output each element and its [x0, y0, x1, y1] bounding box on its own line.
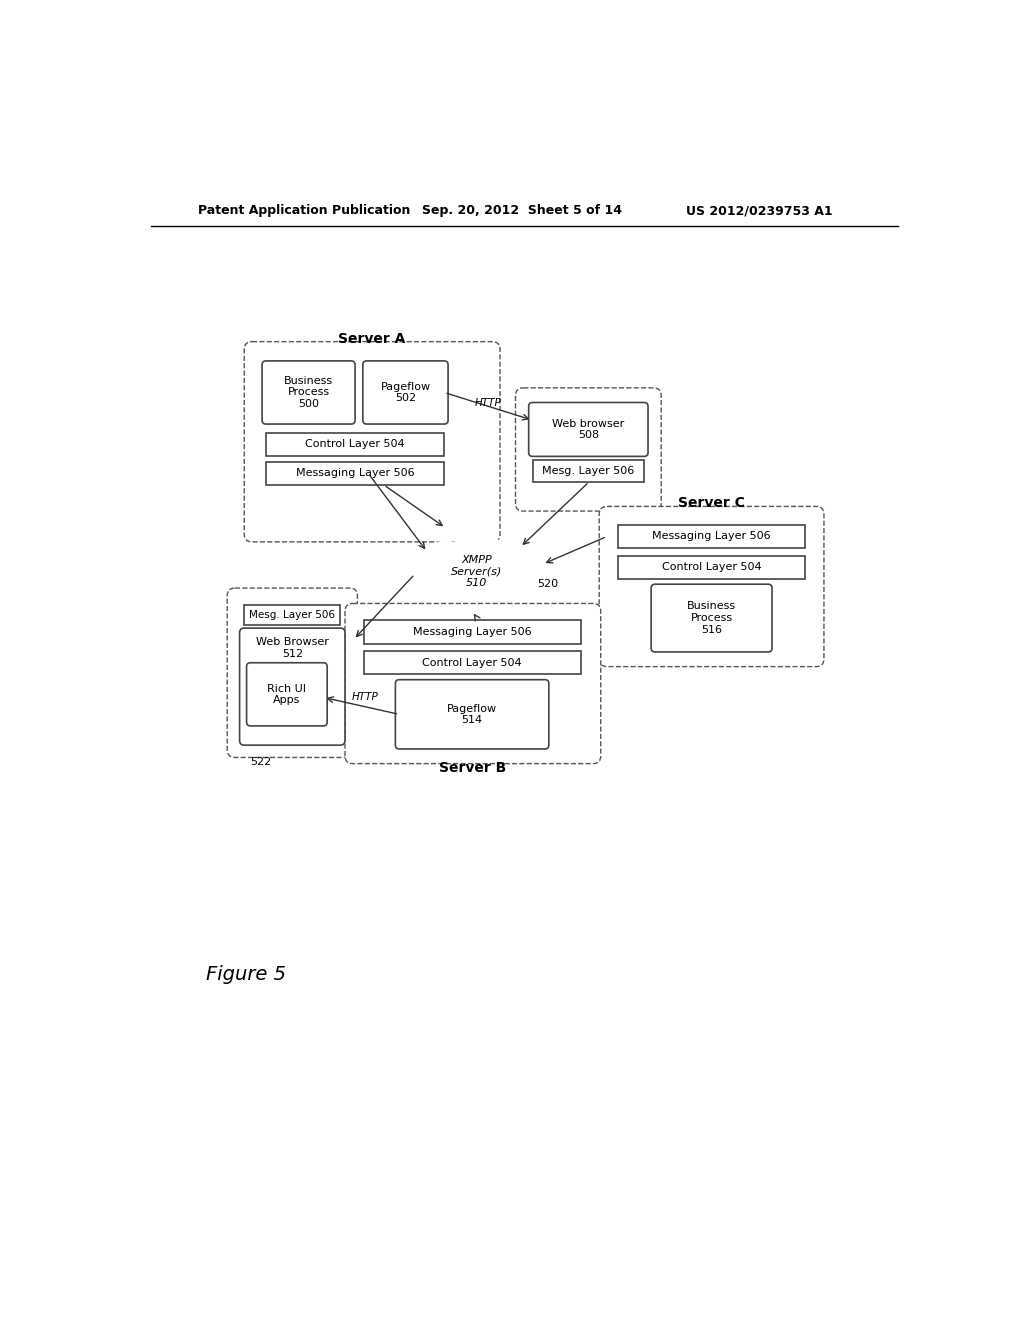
- Text: Control Layer 504: Control Layer 504: [422, 657, 522, 668]
- FancyBboxPatch shape: [240, 628, 345, 744]
- Text: Web Browser
512: Web Browser 512: [256, 638, 329, 659]
- Ellipse shape: [505, 564, 539, 586]
- Text: 522: 522: [251, 758, 271, 767]
- Ellipse shape: [423, 541, 469, 572]
- Text: Pageflow
502: Pageflow 502: [380, 381, 430, 404]
- FancyBboxPatch shape: [362, 360, 449, 424]
- Ellipse shape: [415, 564, 450, 586]
- Text: Control Layer 504: Control Layer 504: [662, 562, 762, 573]
- Text: Figure 5: Figure 5: [206, 965, 286, 985]
- Text: Mesg. Layer 506: Mesg. Layer 506: [249, 610, 335, 620]
- Bar: [266, 433, 444, 455]
- Text: Patent Application Publication: Patent Application Publication: [198, 205, 411, 218]
- Text: Messaging Layer 506: Messaging Layer 506: [413, 627, 531, 638]
- Text: Sep. 20, 2012  Sheet 5 of 14: Sep. 20, 2012 Sheet 5 of 14: [423, 205, 623, 218]
- Text: Messaging Layer 506: Messaging Layer 506: [296, 469, 415, 478]
- Text: Mesg. Layer 506: Mesg. Layer 506: [543, 466, 635, 477]
- FancyBboxPatch shape: [247, 663, 328, 726]
- FancyBboxPatch shape: [651, 585, 772, 652]
- Ellipse shape: [487, 544, 530, 572]
- FancyBboxPatch shape: [227, 589, 357, 758]
- Text: Business
Process
500: Business Process 500: [284, 376, 333, 409]
- Bar: [364, 620, 581, 644]
- Text: Business
Process
516: Business Process 516: [687, 602, 736, 635]
- Bar: [245, 605, 340, 626]
- Text: HTTP: HTTP: [352, 693, 379, 702]
- Ellipse shape: [455, 529, 499, 560]
- Text: Server C: Server C: [678, 496, 745, 511]
- Text: XMPP
Server(s)
510: XMPP Server(s) 510: [452, 556, 503, 589]
- Text: Server B: Server B: [439, 762, 507, 775]
- Bar: [266, 462, 444, 484]
- FancyBboxPatch shape: [245, 342, 500, 543]
- Text: US 2012/0239753 A1: US 2012/0239753 A1: [686, 205, 833, 218]
- Text: Rich UI
Apps: Rich UI Apps: [267, 684, 306, 705]
- FancyBboxPatch shape: [395, 680, 549, 748]
- Text: Pageflow
514: Pageflow 514: [447, 704, 498, 725]
- Text: Web browser
508: Web browser 508: [552, 418, 625, 441]
- Bar: [617, 556, 805, 578]
- Text: HTTP: HTTP: [475, 399, 502, 408]
- Text: 520: 520: [538, 579, 559, 589]
- Bar: [617, 525, 805, 548]
- Text: Server A: Server A: [339, 331, 406, 346]
- Ellipse shape: [424, 543, 529, 598]
- FancyBboxPatch shape: [345, 603, 601, 763]
- Text: Control Layer 504: Control Layer 504: [305, 440, 404, 449]
- Text: Messaging Layer 506: Messaging Layer 506: [652, 532, 771, 541]
- Bar: [364, 651, 581, 675]
- FancyBboxPatch shape: [262, 360, 355, 424]
- Bar: [532, 461, 644, 482]
- FancyBboxPatch shape: [515, 388, 662, 511]
- FancyBboxPatch shape: [599, 507, 824, 667]
- FancyBboxPatch shape: [528, 403, 648, 457]
